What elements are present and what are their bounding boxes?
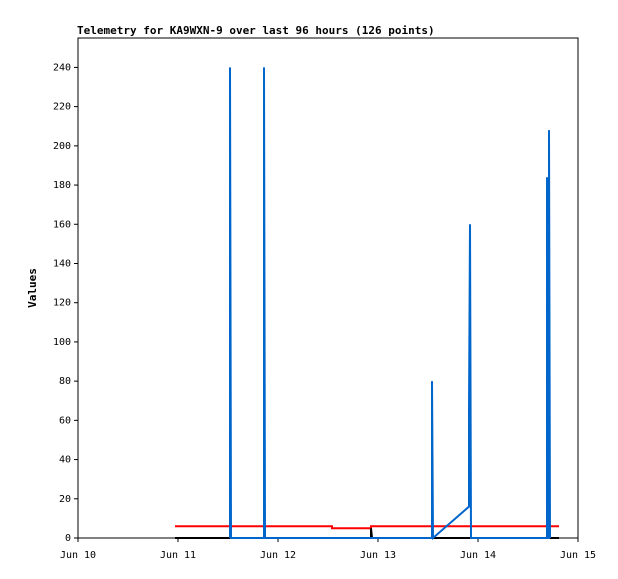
y-tick-label: 80 xyxy=(59,376,71,387)
series-line xyxy=(175,525,559,530)
y-tick-label: 180 xyxy=(53,180,71,191)
y-tick-label: 200 xyxy=(53,141,71,152)
y-tick-label: 120 xyxy=(53,298,71,309)
y-tick-label: 60 xyxy=(59,415,71,426)
y-tick-label: 20 xyxy=(59,494,71,505)
y-tick-label: 40 xyxy=(59,455,71,466)
x-tick-label: Jun 13 xyxy=(360,550,396,561)
y-tick-label: 100 xyxy=(53,337,71,348)
y-tick-label: 160 xyxy=(53,219,71,230)
x-tick-label: Jun 12 xyxy=(260,550,296,561)
y-tick-label: 140 xyxy=(53,258,71,269)
x-tick-label: Jun 11 xyxy=(160,550,196,561)
series-line xyxy=(229,67,551,541)
chart-title: Telemetry for KA9WXN-9 over last 96 hour… xyxy=(77,24,435,37)
y-tick-label: 0 xyxy=(65,533,71,544)
y-tick-label: 240 xyxy=(53,62,71,73)
y-axis-label: Values xyxy=(26,268,39,308)
x-tick-label: Jun 10 xyxy=(60,550,96,561)
x-tick-label: Jun 14 xyxy=(460,550,496,561)
x-tick-label: Jun 15 xyxy=(560,550,596,561)
y-tick-label: 220 xyxy=(53,102,71,113)
